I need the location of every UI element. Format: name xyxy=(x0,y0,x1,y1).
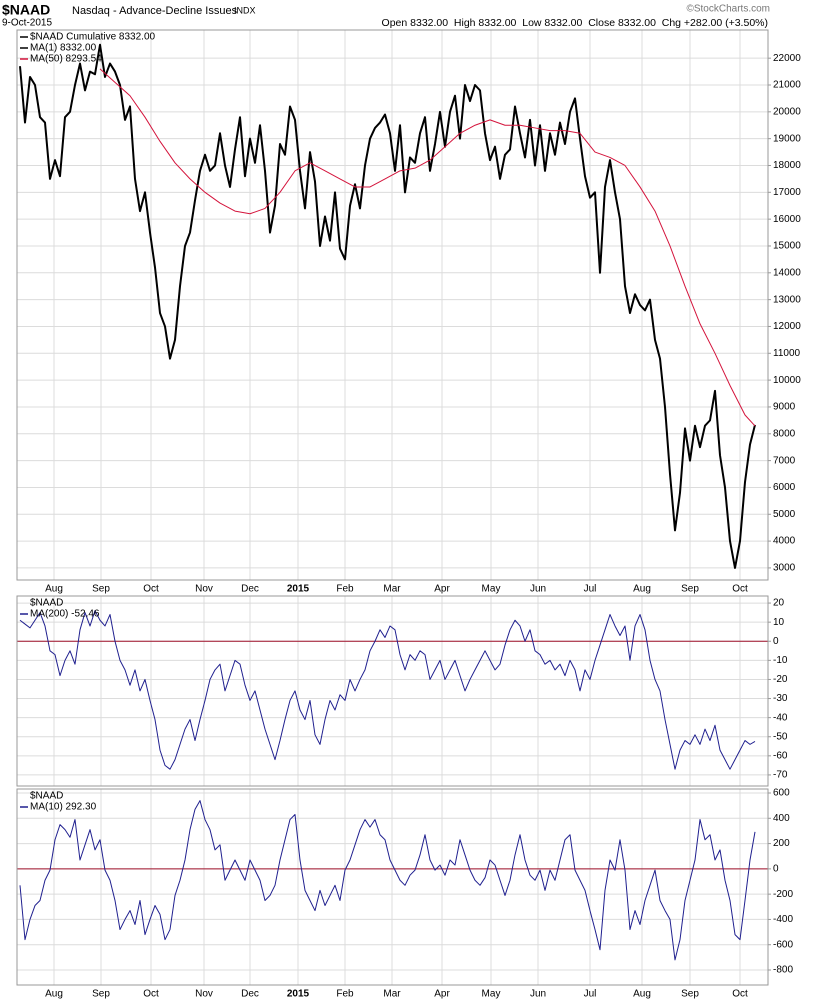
x-tick-label: Feb xyxy=(336,989,354,1000)
legend-label: $NAAD Cumulative 8332.00 xyxy=(30,32,156,43)
x-tick-label: Oct xyxy=(732,989,748,1000)
x-tick-label: Sep xyxy=(681,989,699,1000)
y-tick-label: -60 xyxy=(773,750,788,761)
x-tick-label: Dec xyxy=(241,989,259,1000)
y-tick-label: 14000 xyxy=(773,267,801,278)
y-tick-label: 0 xyxy=(773,863,779,874)
y-tick-label: -600 xyxy=(773,939,793,950)
series-line xyxy=(19,800,756,961)
y-tick-label: 17000 xyxy=(773,187,801,198)
y-tick-label: 18000 xyxy=(773,160,801,171)
x-tick-label: Jul xyxy=(584,584,597,595)
y-tick-label: 10000 xyxy=(773,375,801,386)
x-tick-label: May xyxy=(482,584,501,595)
security-name: Nasdaq - Advance-Decline Issues xyxy=(72,5,238,17)
x-tick-label: 2015 xyxy=(287,584,310,595)
x-tick-label: Aug xyxy=(633,989,651,1000)
y-tick-label: -800 xyxy=(773,965,793,976)
y-tick-label: 15000 xyxy=(773,241,801,252)
x-tick-label: Feb xyxy=(336,584,354,595)
x-tick-label: Mar xyxy=(383,584,401,595)
x-tick-label: Mar xyxy=(383,989,401,1000)
x-tick-label: Apr xyxy=(434,989,450,1000)
x-tick-label: Aug xyxy=(633,584,651,595)
legend-label: MA(50) 8293.54 xyxy=(30,54,102,65)
x-tick-label: Dec xyxy=(241,584,259,595)
y-tick-label: -40 xyxy=(773,712,788,723)
x-tick-label: Nov xyxy=(195,989,213,1000)
y-tick-label: 22000 xyxy=(773,53,801,64)
series-line xyxy=(19,43,756,569)
y-tick-label: 13000 xyxy=(773,294,801,305)
y-tick-label: 11000 xyxy=(773,348,801,359)
panel-frame xyxy=(16,788,769,986)
y-tick-label: -70 xyxy=(773,770,788,781)
x-tick-label: Jul xyxy=(584,989,597,1000)
y-tick-label: 200 xyxy=(773,838,790,849)
y-tick-label: -30 xyxy=(773,693,788,704)
y-tick-label: 4000 xyxy=(773,536,796,547)
y-tick-label: 21000 xyxy=(773,80,801,91)
x-tick-label: Sep xyxy=(681,584,699,595)
y-tick-label: 8000 xyxy=(773,428,796,439)
y-tick-label: -50 xyxy=(773,731,788,742)
x-tick-label: Oct xyxy=(143,989,159,1000)
panel-frame xyxy=(16,29,769,581)
legend-label: MA(1) 8332.00 xyxy=(30,43,97,54)
y-tick-label: 16000 xyxy=(773,214,801,225)
quote: Open 8332.00 High 8332.00 Low 8332.00 Cl… xyxy=(382,17,768,29)
credit: ©StockCharts.com xyxy=(686,4,770,15)
date: 9-Oct-2015 xyxy=(2,18,52,29)
y-tick-label: -10 xyxy=(773,655,788,666)
symbol: $NAAD xyxy=(2,2,50,18)
y-tick-label: 6000 xyxy=(773,482,796,493)
y-tick-label: 3000 xyxy=(773,563,796,574)
y-tick-label: 19000 xyxy=(773,133,801,144)
x-tick-label: Aug xyxy=(45,989,63,1000)
y-tick-label: 12000 xyxy=(773,321,801,332)
x-tick-label: Oct xyxy=(143,584,159,595)
x-tick-label: Apr xyxy=(434,584,450,595)
x-tick-label: Oct xyxy=(732,584,748,595)
x-tick-label: Nov xyxy=(195,584,213,595)
y-tick-label: 0 xyxy=(773,636,779,647)
x-tick-label: May xyxy=(482,989,501,1000)
y-tick-label: 5000 xyxy=(773,509,796,520)
x-tick-label: Aug xyxy=(45,584,63,595)
x-tick-label: Sep xyxy=(92,989,110,1000)
y-tick-label: 7000 xyxy=(773,455,796,466)
series-line xyxy=(19,610,756,770)
legend-label: $NAAD xyxy=(30,598,63,609)
y-tick-label: -400 xyxy=(773,914,793,925)
y-tick-label: -200 xyxy=(773,889,793,900)
y-tick-label: 400 xyxy=(773,813,790,824)
y-tick-label: -20 xyxy=(773,674,788,685)
panel-frame xyxy=(16,595,769,787)
y-tick-label: 10 xyxy=(773,617,785,628)
y-tick-label: 9000 xyxy=(773,402,796,413)
x-tick-label: Jun xyxy=(530,989,546,1000)
x-tick-label: 2015 xyxy=(287,989,310,1000)
y-tick-label: 20 xyxy=(773,598,785,609)
y-tick-label: 20000 xyxy=(773,106,801,117)
legend-label: $NAAD xyxy=(30,791,63,802)
y-tick-label: 600 xyxy=(773,788,790,799)
exchange: INDX xyxy=(234,5,256,15)
legend-label: MA(10) 292.30 xyxy=(30,802,97,813)
legend-label: MA(200) -52.46 xyxy=(30,609,100,620)
x-tick-label: Jun xyxy=(530,584,546,595)
x-tick-label: Sep xyxy=(92,584,110,595)
series-line xyxy=(99,68,756,427)
